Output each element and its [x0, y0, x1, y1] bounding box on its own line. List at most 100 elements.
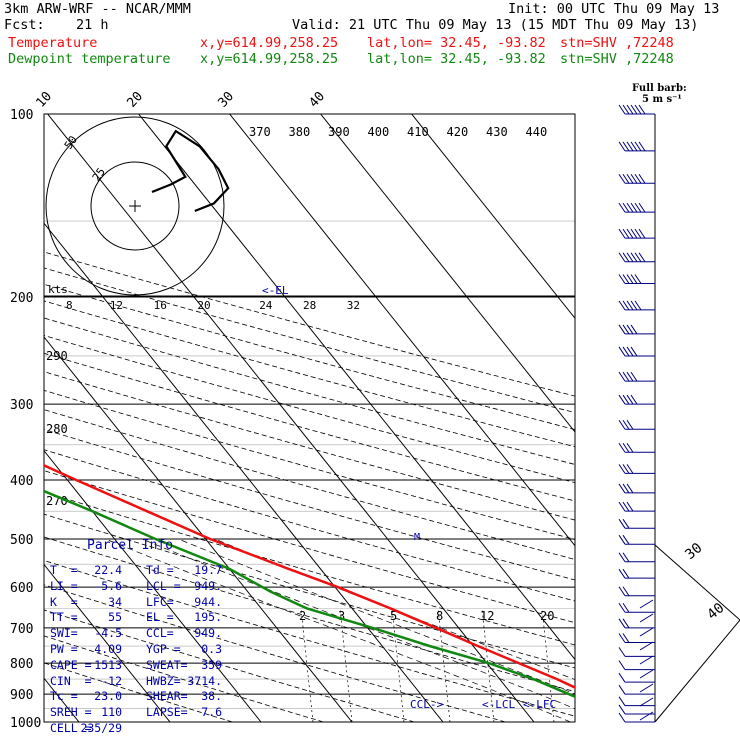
barb-flag-2-5 [638, 174, 646, 184]
wind-barb-28 [618, 684, 655, 695]
el-marker: <-EL [262, 284, 289, 297]
barb-flag-10-3 [630, 371, 638, 382]
plot-frame [43, 113, 576, 723]
barb-flag-4-4 [634, 228, 642, 239]
wind-barb-14 [618, 464, 655, 474]
barb-flag-6-4 [634, 274, 642, 284]
pressure-label-200: 200 [10, 291, 33, 306]
fcst-value: 21 h [76, 17, 109, 33]
wind-barb-22 [618, 603, 655, 613]
parcel-value2-3: 195. [194, 610, 222, 625]
parcel-label-5: PW = [50, 642, 78, 656]
theta-label-420: 420 [447, 125, 469, 139]
barb-flag-22-0 [618, 603, 626, 613]
wind-barb-10 [618, 371, 655, 382]
barb-flag-20-1 [622, 568, 630, 579]
barb-flag-3-1 [622, 202, 630, 213]
mixing-ratio-label-2: 2 [299, 609, 306, 623]
barb-flag-23-1 [622, 618, 630, 629]
barb-flag-9-1 [622, 346, 630, 357]
barb-flag-1-5 [638, 141, 646, 152]
parcel-value2-9: 7.6 [201, 705, 222, 720]
hodograph-ring-50 [45, 116, 225, 296]
wind-barb-4 [618, 228, 655, 239]
mixing-ratio-20 [541, 608, 555, 722]
parcel-label-9: SREH = [50, 705, 92, 720]
series-line-dewpoint [44, 489, 575, 699]
theta-label-390: 390 [328, 125, 350, 139]
hodograph-kts-label: kts [48, 283, 68, 296]
barb-flag-4-2 [626, 228, 634, 239]
fcst-label: Fcst: [4, 17, 45, 33]
pressure-label-300: 300 [10, 398, 33, 413]
barb-flag-8-2 [626, 324, 634, 335]
hodo-speed-tick-12: 12 [110, 299, 123, 312]
barb-flag-10-0 [618, 371, 626, 382]
parcel-value-0: 22.4 [94, 563, 122, 577]
barb-flag-3-5 [638, 202, 646, 213]
barb-flag-8-3 [630, 324, 638, 335]
wind-barb-24 [618, 633, 655, 643]
surface-barb-1 [639, 613, 654, 623]
barb-flag-3-0 [618, 202, 626, 213]
mixing-ratio-label-5: 5 [390, 609, 397, 623]
parcel-value-7: -12 [101, 673, 122, 688]
barb-flag-24-1 [622, 633, 630, 643]
dry-adiabat-280 [44, 584, 506, 722]
parcel-value-8: 23.0 [94, 689, 122, 704]
parcel-label-7: CIN = [50, 673, 92, 688]
dry-adiabat-250 [44, 662, 233, 722]
wind-barb-23 [618, 618, 655, 629]
barb-flag-11-1 [622, 394, 630, 405]
barb-flag-20-0 [618, 568, 626, 579]
barb-flag-10-1 [622, 371, 630, 382]
latlon-readout-temp: lat,lon= 32.45, -93.82 [367, 35, 546, 51]
series-line-temperature [44, 464, 575, 689]
parcel-value-2: 34 [108, 594, 122, 609]
parcel-value2-5: 0.3 [201, 642, 222, 656]
pressure-label-800: 800 [10, 657, 33, 672]
barb-flag-18-1 [622, 534, 630, 545]
dry-adiabat-420 [44, 300, 575, 448]
parcel-info-panel: Parcel Info T = 22.4 Td = 19.7 LI = -5.6 LCL =… [44, 536, 244, 734]
barb-flag-5-0 [618, 252, 626, 263]
barb-flag-19-0 [618, 552, 626, 563]
barb-flag-1-3 [630, 141, 638, 152]
barb-flag-13-2 [626, 442, 634, 453]
pressure-label-600: 600 [10, 581, 33, 596]
parcel-label2-1: LCL = [146, 578, 181, 593]
fan-label-40: 40 [704, 600, 727, 623]
barb-flag-7-2 [626, 300, 634, 311]
wind-barb-17 [618, 518, 655, 529]
barb-flag-4-1 [622, 228, 630, 239]
parcel-value2-2: 944. [194, 594, 222, 609]
theta-label-410: 410 [407, 125, 429, 139]
mixing-ratio-12 [481, 608, 495, 722]
parcel-value2-0: 19.7 [194, 563, 222, 577]
barb-flag-0-0 [618, 104, 626, 115]
hodograph-trace [151, 129, 230, 213]
barb-flag-27-0 [618, 672, 626, 683]
mixing-ratio-5 [391, 608, 405, 722]
parcel-label2-7: HWBZ= [146, 673, 181, 688]
wind-barb-16 [618, 501, 655, 512]
parcel-label2-2: LFC= [146, 594, 174, 609]
isotherm-0 [44, 222, 444, 722]
wind-barb-18 [618, 534, 655, 545]
barb-flag-2-1 [622, 174, 630, 184]
barb-flag-0-5 [638, 104, 646, 115]
barb-flag-4-5 [638, 228, 646, 239]
wind-barb-5 [618, 252, 655, 263]
barb-flag-19-1 [622, 552, 630, 563]
lcl-marker: <-LCL [482, 698, 515, 711]
temp-tick-30: 30 [215, 89, 237, 111]
parcel-label-4: SWI= [50, 626, 78, 641]
wind-barb-8 [618, 324, 655, 335]
barb-flag-7-4 [634, 300, 642, 311]
barb-flag-15-0 [618, 483, 626, 494]
barb-flag-3-4 [634, 202, 642, 213]
parcel-label2-8: SHEAR= [146, 689, 188, 704]
dry-adiabat-330 [44, 470, 575, 624]
barb-flag-9-0 [618, 346, 626, 357]
surface-barb-3 [639, 641, 654, 651]
